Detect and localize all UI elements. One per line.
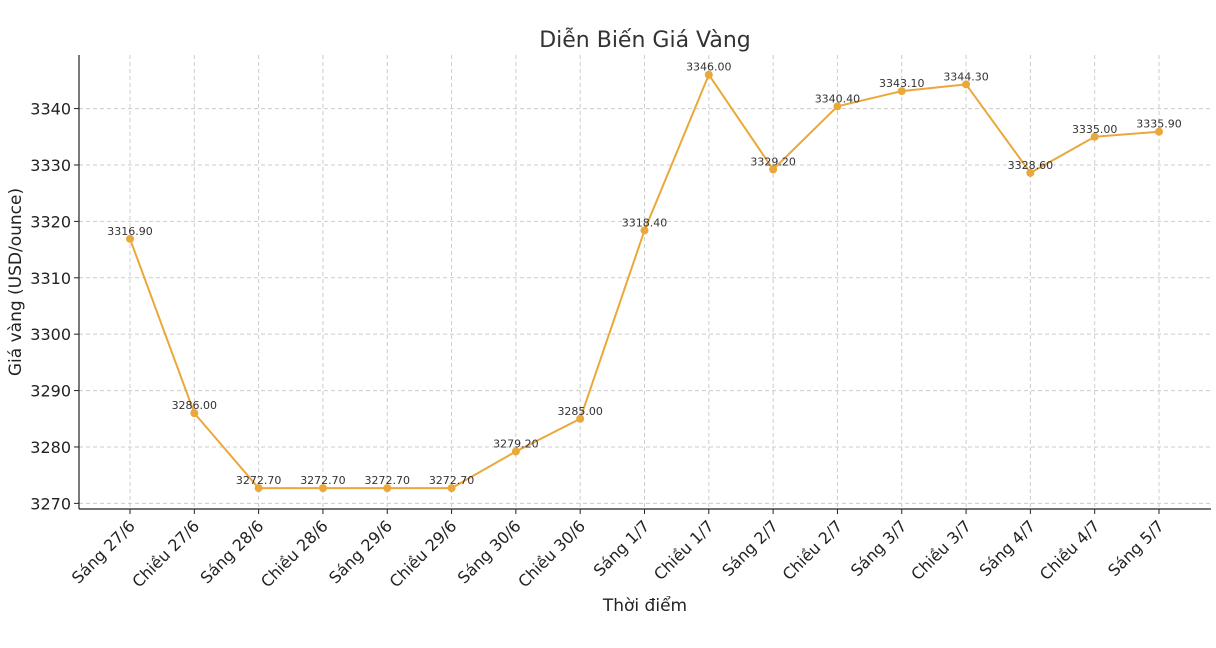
data-label: 3344.30 <box>943 70 989 83</box>
y-tick-label: 3280 <box>30 438 71 457</box>
data-point <box>1090 132 1099 141</box>
x-tick-label: Chiều 3/7 <box>907 516 975 584</box>
x-tick-label: Sáng 5/7 <box>1104 516 1168 580</box>
data-label: 3335.00 <box>1072 123 1118 136</box>
y-tick-label: 3320 <box>30 212 71 231</box>
x-axis-title: Thời điểm <box>602 595 687 616</box>
data-label: 3329.20 <box>750 155 796 168</box>
data-label: 3346.00 <box>686 61 732 74</box>
data-label: 3316.90 <box>107 225 153 238</box>
data-point <box>576 414 585 423</box>
x-tick-label: Chiều 27/6 <box>128 516 203 591</box>
x-tick-label: Sáng 1/7 <box>590 516 654 580</box>
data-point <box>640 226 649 235</box>
data-point <box>833 102 842 111</box>
data-label: 3286.00 <box>172 399 218 412</box>
data-point <box>897 87 906 96</box>
data-point <box>1155 127 1163 136</box>
y-tick-label: 3300 <box>30 325 71 344</box>
x-tick-label: Chiều 29/6 <box>386 516 461 591</box>
data-label: 3272.70 <box>300 474 346 487</box>
x-tick-label: Chiều 2/7 <box>779 516 847 584</box>
data-label: 3318.40 <box>622 216 668 229</box>
x-tick-label: Chiều 30/6 <box>514 516 589 591</box>
y-tick-label: 3330 <box>30 156 71 175</box>
y-tick-label: 3270 <box>30 494 71 513</box>
data-point <box>318 484 327 493</box>
x-tick-label: Chiều 4/7 <box>1036 516 1104 584</box>
data-point <box>126 234 134 243</box>
data-point <box>383 484 392 493</box>
y-tick-label: 3310 <box>30 269 71 288</box>
x-tick-label: Sáng 3/7 <box>847 516 911 580</box>
data-label: 3343.10 <box>879 77 925 90</box>
data-label: 3328.60 <box>1008 159 1054 172</box>
data-point <box>704 70 713 79</box>
data-point <box>511 447 520 456</box>
data-point <box>1026 168 1035 177</box>
x-tick-label: Chiều 28/6 <box>257 516 332 591</box>
x-tick-label: Sáng 2/7 <box>718 516 782 580</box>
series-layer <box>126 70 1163 493</box>
chart-title: Diễn Biến Giá Vàng <box>539 27 751 53</box>
data-point <box>190 409 199 418</box>
y-ticks: 3270 3280 3290 3300 3310 3320 3330 3340 <box>30 100 79 513</box>
data-label: 3285.00 <box>557 405 603 418</box>
y-tick-label: 3290 <box>30 382 71 401</box>
x-tick-label: Chiều 1/7 <box>650 516 718 584</box>
data-label: 3272.70 <box>236 474 282 487</box>
data-label: 3272.70 <box>365 474 411 487</box>
data-point <box>254 484 263 493</box>
data-label: 3340.40 <box>815 92 861 105</box>
data-point <box>769 165 778 174</box>
data-label: 3335.90 <box>1136 118 1182 131</box>
x-tick-label: Sáng 4/7 <box>975 516 1039 580</box>
data-label: 3279.20 <box>493 437 539 450</box>
data-point <box>962 80 971 89</box>
data-label: 3272.70 <box>429 474 475 487</box>
data-point <box>447 484 456 493</box>
y-tick-label: 3340 <box>30 100 71 119</box>
y-axis-title: Giá vàng (USD/ounce) <box>6 188 26 376</box>
data-labels: 3316.90 3286.00 3272.70 3272.70 3272.70 3272.… <box>107 61 1182 487</box>
grid-layer <box>79 55 1211 509</box>
